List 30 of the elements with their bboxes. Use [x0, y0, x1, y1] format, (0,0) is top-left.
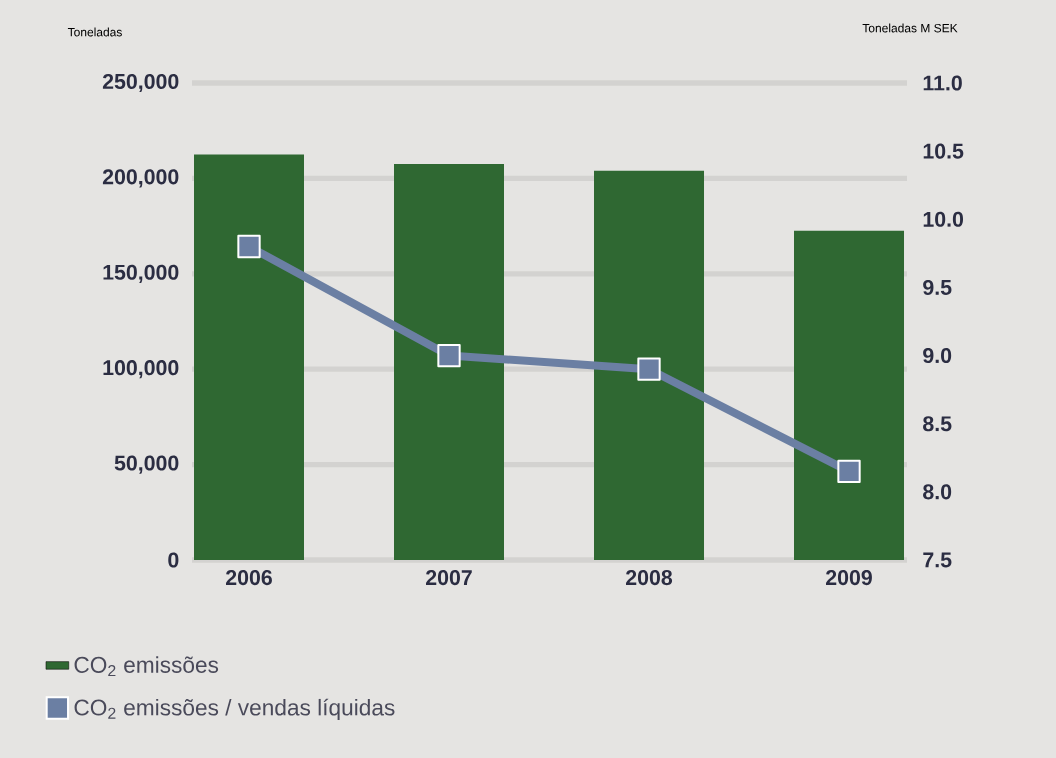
- point: [437, 343, 461, 368]
- y-tick-label: 200,000: [102, 169, 179, 188]
- y2-tick-label: 10.0: [923, 211, 964, 227]
- y2-tick-label: 9.0: [923, 348, 952, 364]
- legend-label: CO$_{2}$ emissões: [74, 656, 219, 677]
- point: [837, 459, 861, 484]
- y-axis-title: Toneladas: [67, 27, 122, 37]
- y2-tick-label: 10.5: [923, 143, 964, 159]
- y2-axis-title: Toneladas M SEK: [862, 23, 958, 33]
- legend-label: CO$_{2}$ emissões / vendas líquidas: [74, 698, 395, 721]
- x-tick-label: 2009: [826, 570, 872, 586]
- x-tick-label: 2006: [226, 570, 272, 586]
- x-tick-label: 2007: [426, 570, 472, 586]
- y-tick-label: 50,000: [114, 455, 179, 474]
- y2-tick-label: 9.5: [923, 279, 952, 295]
- y-tick-label: 250,000: [102, 73, 179, 93]
- y2-tick-label: 11.0: [923, 75, 962, 91]
- point: [637, 357, 661, 381]
- y-tick-label: 0: [168, 552, 179, 568]
- bar: [594, 170, 705, 560]
- y-tick-label: 150,000: [103, 264, 179, 283]
- bar: [794, 230, 905, 560]
- bar: [394, 164, 504, 560]
- x-tick-label: 2008: [626, 570, 673, 586]
- point: [237, 234, 261, 259]
- y-tick-label: 100,000: [103, 360, 179, 379]
- bar: [194, 154, 304, 560]
- y2-tick-label: 8.0: [923, 484, 952, 500]
- y2-tick-label: 7.5: [923, 552, 952, 568]
- y2-tick-label: 8.5: [923, 416, 952, 432]
